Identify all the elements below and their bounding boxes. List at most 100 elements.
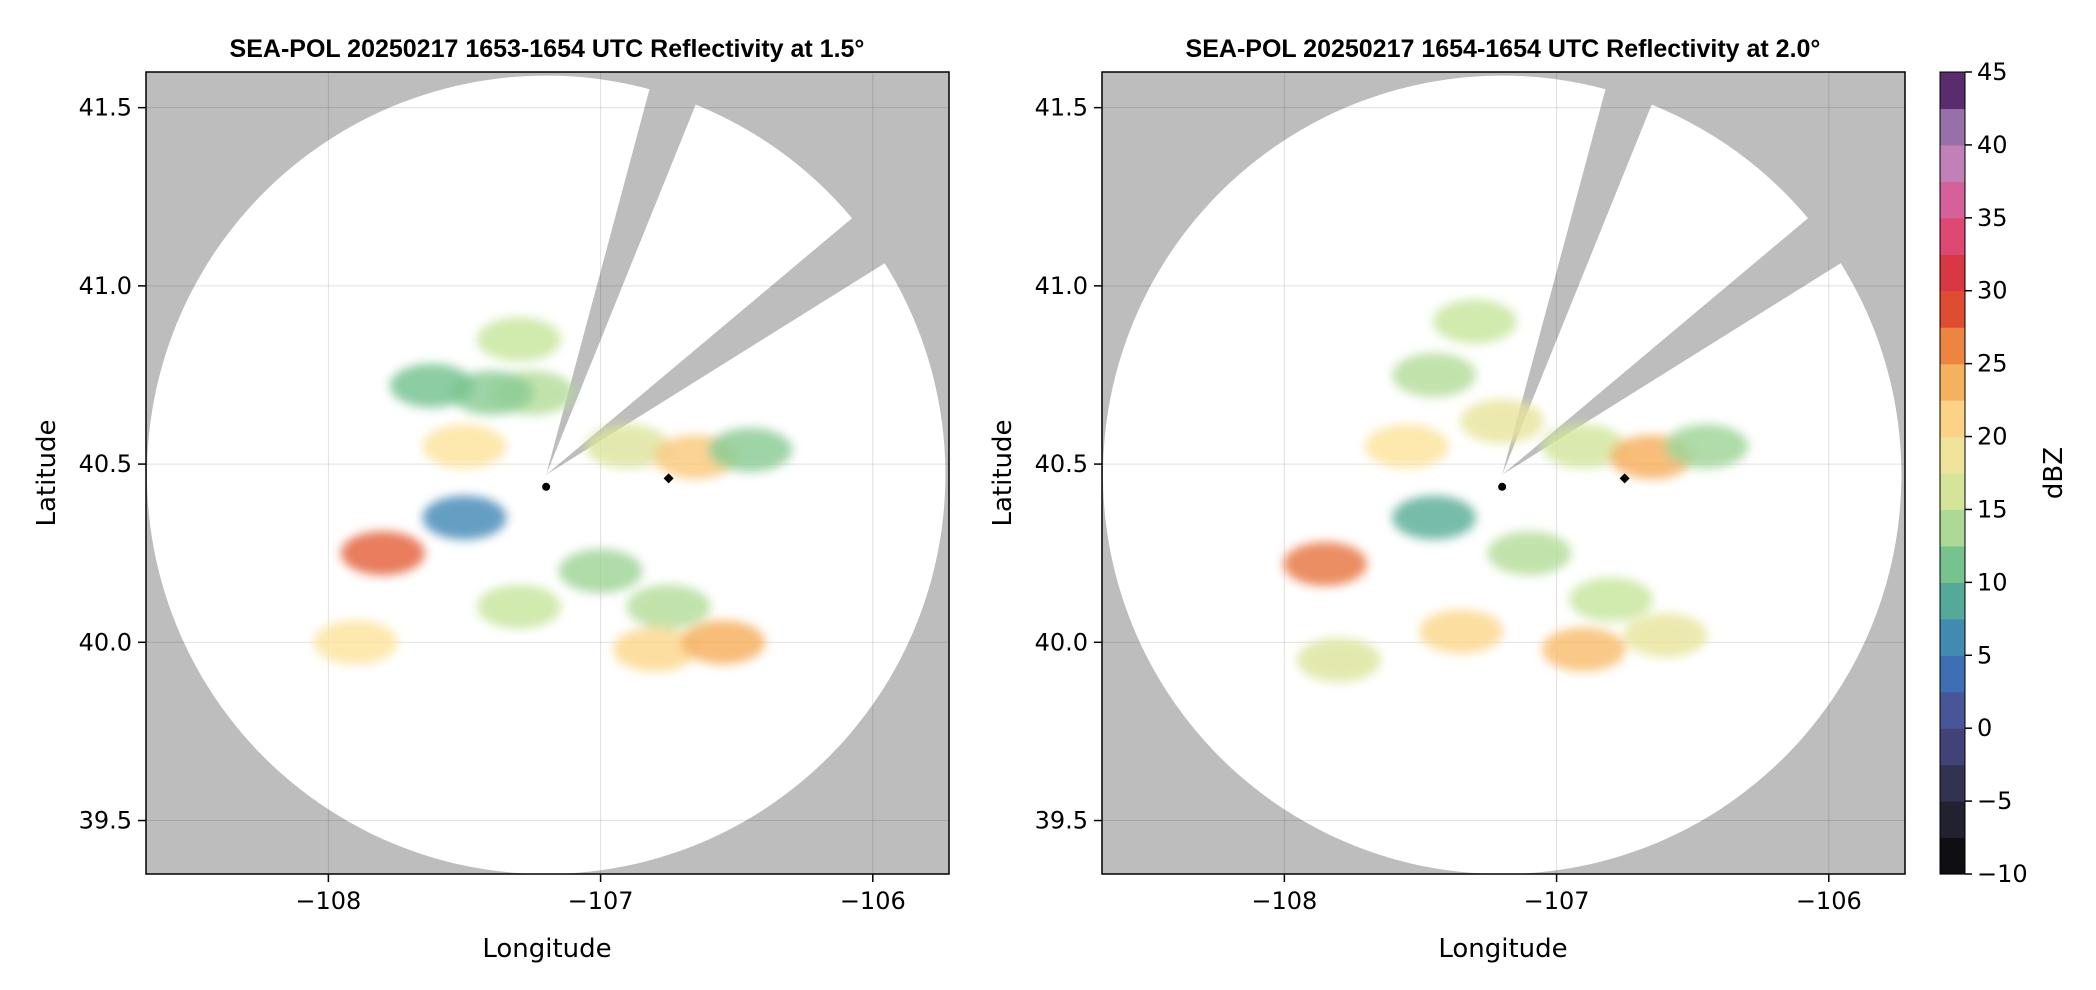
colorbar-segment: [1940, 181, 1965, 219]
reflectivity-echo: [1623, 613, 1708, 658]
left-x-ticks: −108 −107 −106: [295, 874, 906, 915]
y-tick-label: 41.0: [1035, 272, 1088, 300]
colorbar-tick-label: 25: [1977, 350, 2008, 378]
reflectivity-echo: [626, 584, 711, 629]
x-tick-label: −108: [295, 887, 361, 915]
colorbar-tick-label: 5: [1977, 641, 1992, 669]
colorbar-segment: [1940, 254, 1965, 292]
colorbar-segment: [1940, 837, 1965, 875]
colorbar-segment: [1940, 72, 1965, 110]
reflectivity-echo: [613, 627, 697, 672]
colorbar-label: dBZ: [2039, 447, 2069, 499]
reflectivity-echo: [1296, 638, 1381, 683]
reflectivity-echo: [389, 363, 474, 408]
right-y-axis-label: Latitude: [988, 419, 1018, 526]
left-x-axis-label: Longitude: [482, 934, 611, 964]
reflectivity-echo: [708, 427, 793, 472]
reflectivity-echo: [1664, 424, 1749, 469]
y-tick-label: 40.5: [79, 450, 132, 478]
site-marker-icon: [1619, 473, 1630, 484]
x-tick-label: −107: [568, 887, 634, 915]
x-tick-label: −108: [1251, 887, 1317, 915]
reflectivity-echo: [1432, 299, 1517, 344]
colorbar-segment: [1940, 144, 1965, 182]
radar-location-marker: [1498, 482, 1507, 491]
left-radar-panel: SEA-POL 20250217 1653-1654 UTC Reflectiv…: [32, 35, 950, 964]
reflectivity-echo: [1392, 495, 1477, 540]
colorbar-tick-label: 10: [1977, 568, 2008, 596]
colorbar-tick-label: 35: [1977, 204, 2008, 232]
colorbar-tick-label: −10: [1977, 860, 2028, 888]
right-gridlines: [1102, 72, 1905, 874]
left-y-axis-label: Latitude: [32, 419, 62, 526]
y-tick-label: 40.0: [1035, 628, 1088, 656]
reflectivity-echo: [1460, 399, 1545, 444]
left-panel-title: SEA-POL 20250217 1653-1654 UTC Reflectiv…: [230, 35, 865, 63]
colorbar-tick-label: −5: [1977, 787, 2012, 815]
x-tick-label: −107: [1524, 887, 1590, 915]
y-tick-label: 39.5: [1035, 807, 1088, 835]
reflectivity-echo: [422, 495, 507, 540]
y-tick-label: 39.5: [79, 807, 132, 835]
left-y-ticks: 41.5 41.0 40.5 40.0 39.5: [79, 94, 146, 835]
colorbar-segments: [1940, 72, 1965, 875]
colorbar-segment: [1940, 764, 1965, 802]
reflectivity-echo: [1569, 577, 1653, 622]
reflectivity-echo: [681, 620, 766, 665]
reflectivity-echo: [1419, 609, 1504, 654]
colorbar-segment: [1940, 582, 1965, 620]
colorbar-tick-label: 0: [1977, 714, 1992, 742]
y-tick-label: 41.5: [1035, 94, 1088, 122]
right-radar-panel: SEA-POL 20250217 1654-1654 UTC Reflectiv…: [988, 35, 1906, 964]
colorbar-segment: [1940, 545, 1965, 583]
left-radar-coverage: [146, 75, 946, 874]
colorbar-segment: [1940, 618, 1965, 656]
right-y-ticks: 41.5 41.0 40.5 40.0 39.5: [1035, 94, 1102, 835]
y-tick-label: 40.5: [1035, 450, 1088, 478]
reflectivity-echo: [1364, 424, 1449, 469]
colorbar-tick-label: 15: [1977, 495, 2008, 523]
x-tick-label: −106: [840, 887, 906, 915]
colorbar-segment: [1940, 655, 1965, 693]
colorbar-segment: [1940, 400, 1965, 438]
colorbar-segment: [1940, 509, 1965, 547]
colorbar-segment: [1940, 691, 1965, 729]
radar-location-marker: [542, 482, 551, 491]
reflectivity-echo: [1541, 627, 1626, 672]
x-tick-label: −106: [1796, 887, 1862, 915]
colorbar-ticks: 45 40 35 30 25 20 15 10 5 0 −5 −10: [1965, 58, 2028, 888]
colorbar-segment: [1940, 108, 1965, 146]
reflectivity-echo: [1487, 531, 1572, 576]
colorbar-segment: [1940, 728, 1965, 766]
reflectivity-echo: [422, 424, 507, 469]
reflectivity-echo: [476, 317, 561, 362]
left-plot-frame: [145, 71, 950, 875]
colorbar-tick-label: 40: [1977, 131, 2008, 159]
reflectivity-echo: [585, 424, 670, 469]
right-x-axis-label: Longitude: [1438, 934, 1567, 964]
reflectivity-echo: [1283, 541, 1368, 586]
reflectivity-echo: [1392, 353, 1477, 397]
right-reflectivity-echoes: [1283, 299, 1749, 683]
colorbar-tick-label: 30: [1977, 277, 2008, 305]
reflectivity-echo: [340, 531, 425, 576]
reflectivity-echo: [1541, 424, 1626, 469]
colorbar-segment: [1940, 290, 1965, 328]
reflectivity-echo: [476, 584, 561, 629]
site-marker-icon: [663, 473, 674, 484]
colorbar-frame: [1939, 71, 1966, 875]
left-gridlines: [146, 72, 949, 874]
colorbar-segment: [1940, 217, 1965, 255]
colorbar-tick-label: 20: [1977, 423, 2008, 451]
right-x-ticks: −108 −107 −106: [1251, 874, 1862, 915]
colorbar-segment: [1940, 327, 1965, 365]
colorbar-segment: [1940, 363, 1965, 401]
colorbar-segment: [1940, 436, 1965, 474]
y-tick-label: 41.5: [79, 94, 132, 122]
right-plot-frame: [1101, 71, 1906, 875]
y-tick-label: 41.0: [79, 272, 132, 300]
reflectivity-echo: [558, 549, 643, 593]
y-tick-label: 40.0: [79, 628, 132, 656]
reflectivity-echo: [313, 620, 398, 665]
